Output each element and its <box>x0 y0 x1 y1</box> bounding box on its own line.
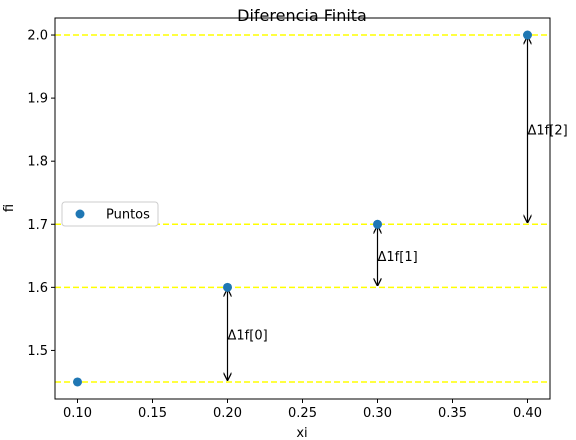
y-tick-label-3: 1.8 <box>27 155 48 170</box>
y-tick-label-4: 1.9 <box>27 92 48 107</box>
legend-box <box>61 201 159 227</box>
difference-label-1: Δ1f[1] <box>378 250 418 265</box>
x-tick-label-4: 0.30 <box>363 406 392 421</box>
difference-arrows: Δ1f[0] Δ1f[1] Δ1f[2] <box>228 37 568 380</box>
x-tick-label-2: 0.20 <box>213 406 242 421</box>
x-tick-label-0: 0.10 <box>63 406 92 421</box>
y-axis-ticks: 1.5 1.6 1.7 1.8 1.9 2.0 <box>27 29 55 359</box>
data-point-0 <box>73 377 82 387</box>
x-tick-label-1: 0.15 <box>138 406 167 421</box>
difference-label-0: Δ1f[0] <box>228 329 268 344</box>
x-tick-label-6: 0.40 <box>513 406 542 421</box>
legend-label: Puntos <box>106 208 150 223</box>
y-tick-label-1: 1.6 <box>27 281 48 296</box>
data-point-1 <box>223 282 232 292</box>
data-points <box>73 30 532 387</box>
y-axis-label: fi <box>2 204 17 212</box>
y-tick-label-2: 1.7 <box>27 218 48 233</box>
chart-title: Diferencia Finita <box>237 6 367 25</box>
y-tick-label-0: 1.5 <box>27 344 48 359</box>
data-point-2 <box>373 219 382 229</box>
x-axis-ticks: 0.10 0.15 0.20 0.25 0.30 0.35 0.40 <box>63 399 542 421</box>
y-tick-label-5: 2.0 <box>27 29 48 44</box>
data-point-3 <box>523 30 532 40</box>
x-tick-label-3: 0.25 <box>288 406 317 421</box>
legend-marker <box>75 209 85 219</box>
difference-label-2: Δ1f[2] <box>528 124 568 139</box>
x-axis-label: xi <box>296 426 307 440</box>
x-tick-label-5: 0.35 <box>438 406 467 421</box>
legend: Puntos <box>61 201 159 227</box>
